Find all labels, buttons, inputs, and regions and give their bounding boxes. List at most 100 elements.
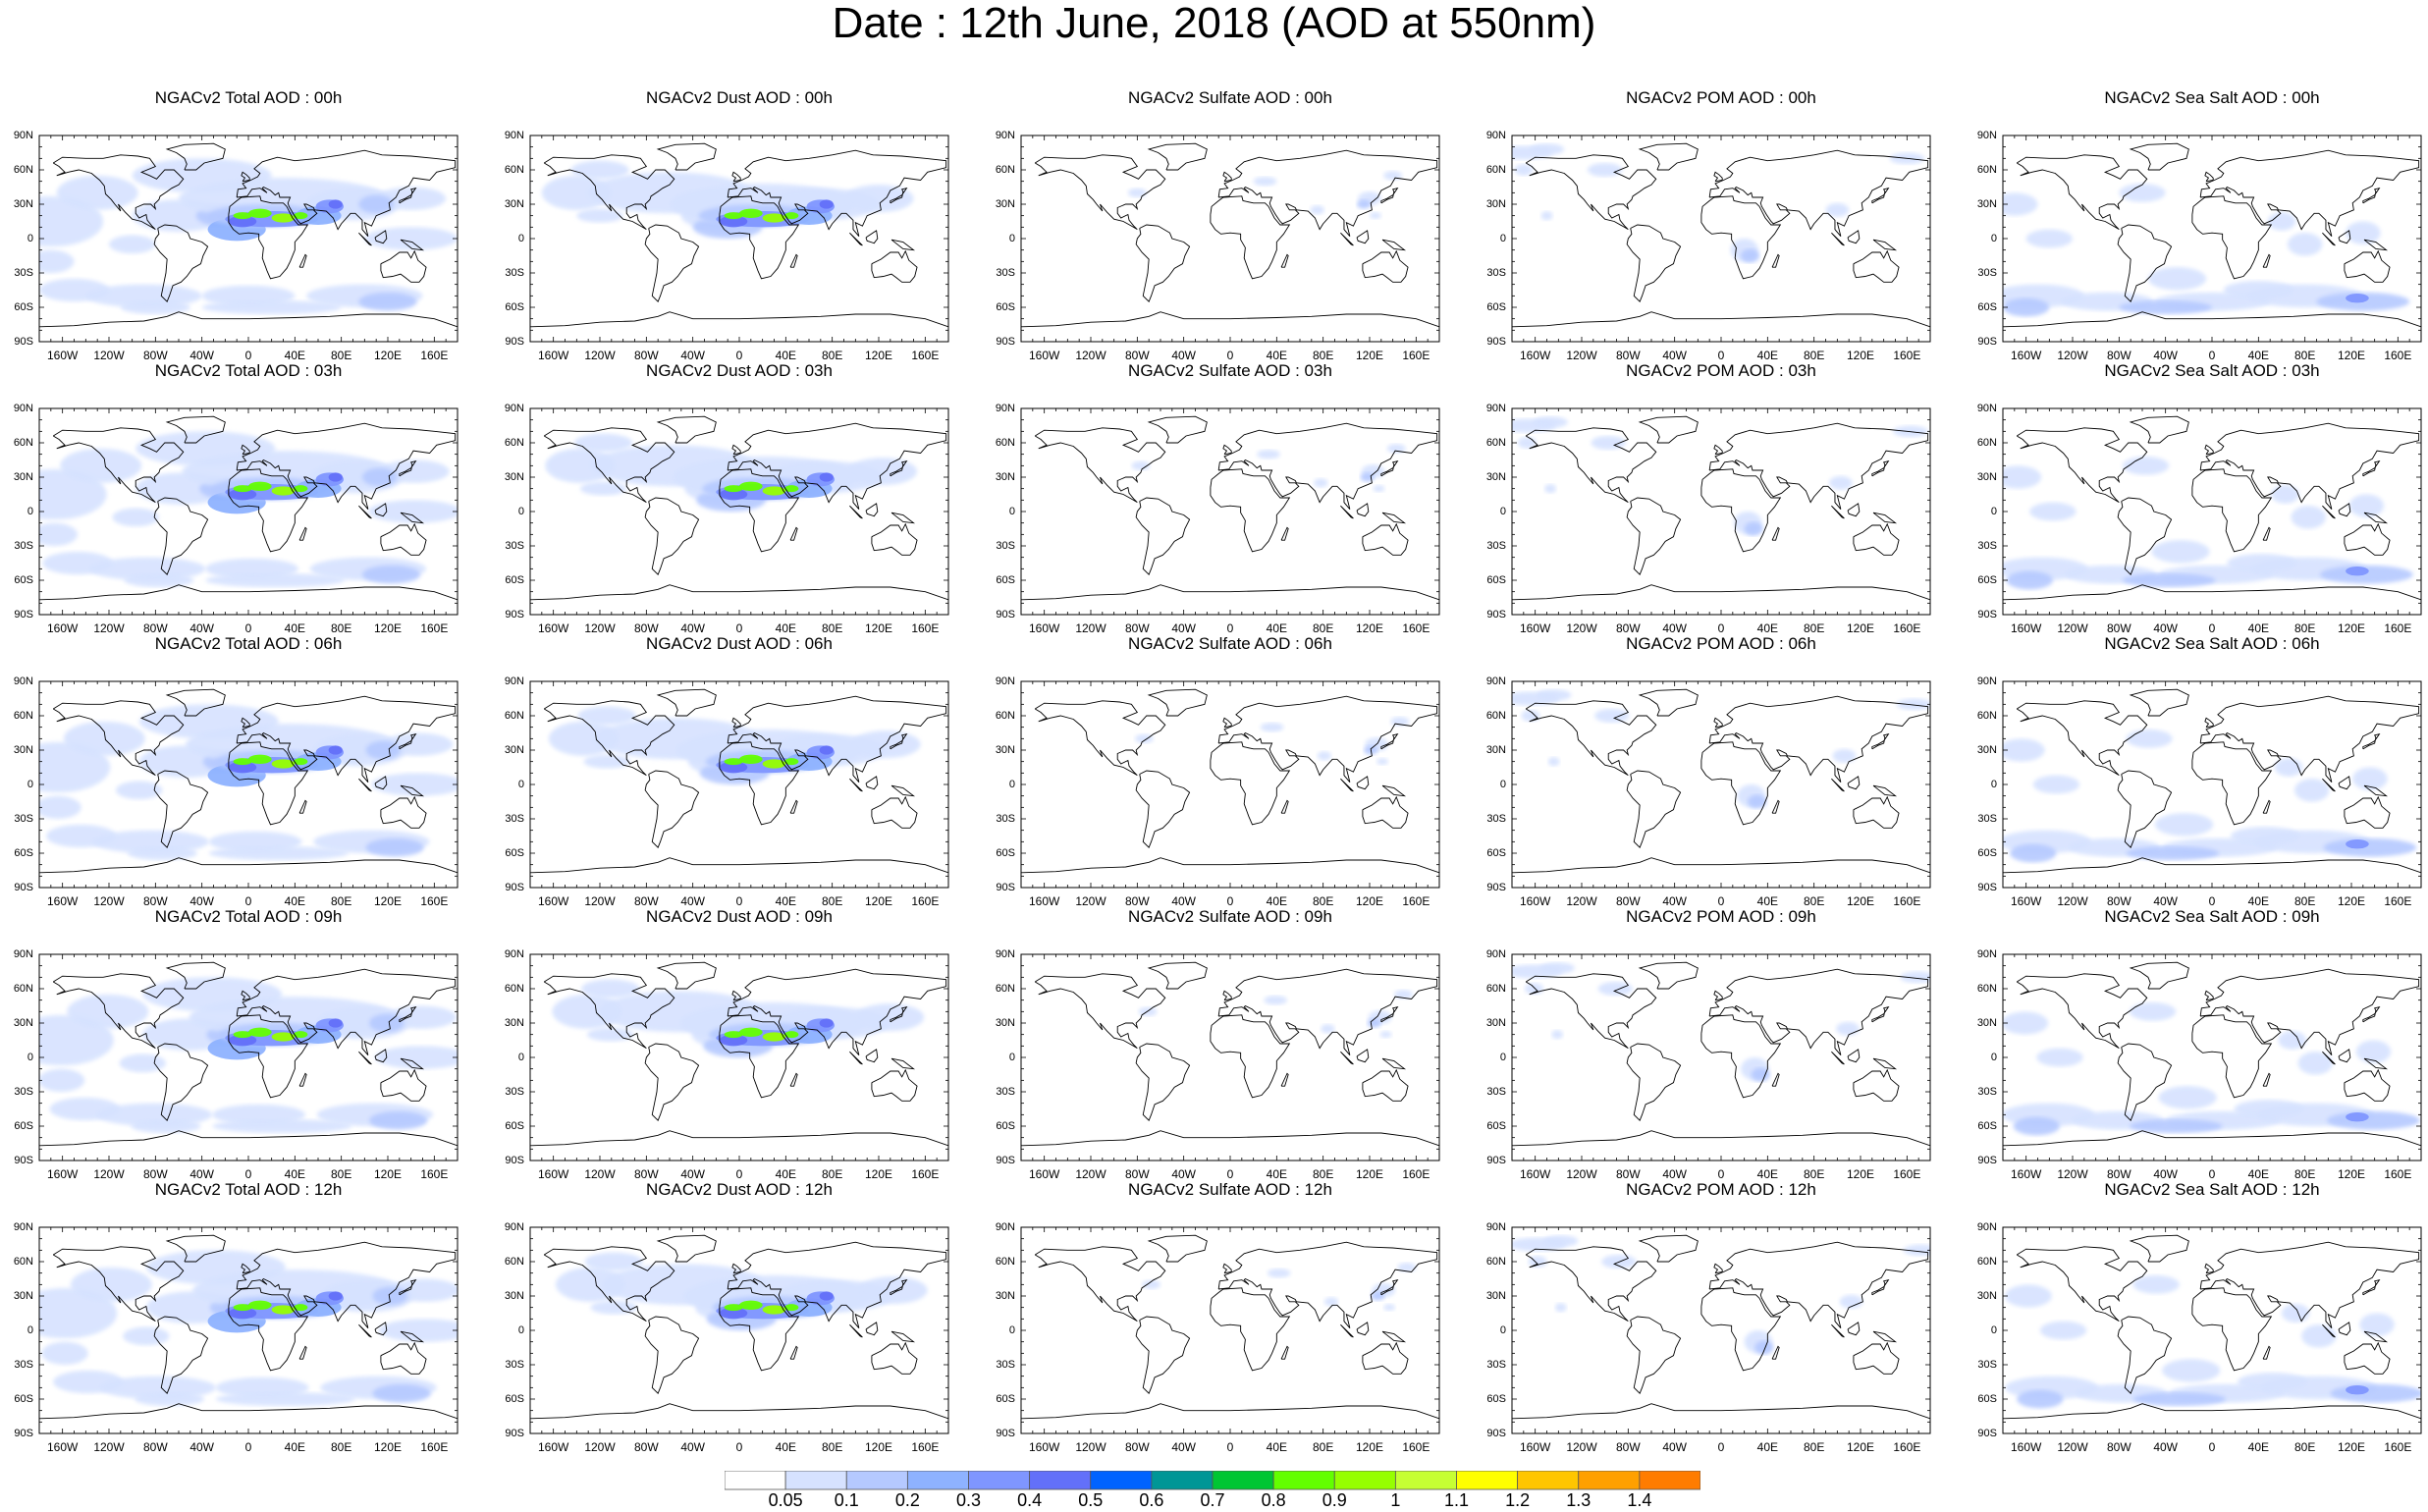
coastline (731, 171, 741, 183)
map-panel-pom-3: NGACv2 POM AOD : 09h 90N 60N 30N 0 30S 60S 90S 1… (1473, 907, 1964, 1181)
colorbar-level-label: 0.1 (834, 1490, 859, 1510)
coastline (2117, 1316, 2173, 1394)
coastline (1380, 187, 1399, 204)
lon-label: 0 (2208, 349, 2216, 362)
lat-label: 30N (13, 744, 33, 756)
coastline (1380, 1005, 1399, 1023)
coastline (1708, 695, 1929, 783)
aerosol-field (2223, 281, 2293, 299)
coastline (1280, 1345, 1289, 1360)
map-panel-seasalt-0: NGACv2 Sea Salt AOD : 00h 90N 60N 30N 0 30S 60… (1964, 88, 2428, 362)
lon-label: 40W (189, 349, 214, 362)
colorbar-swatch (1394, 1471, 1457, 1490)
colorbar-swatch (1517, 1471, 1580, 1490)
panel-title: NGACv2 Sea Salt AOD : 06h (2104, 634, 2320, 653)
coastline (1210, 1287, 1291, 1372)
lon-label: 80E (1803, 1440, 1825, 1454)
lat-label: 30S (505, 813, 524, 825)
lon-label: 80W (1124, 349, 1150, 362)
map-panel-seasalt-4: NGACv2 Sea Salt AOD : 12h 90N 60N 30N 0 30S 60… (1964, 1180, 2428, 1454)
lon-label: 0 (1226, 621, 1234, 635)
lat-label: 90N (1976, 1221, 1997, 1233)
aerosol-field (819, 472, 834, 482)
lon-label: 120W (1566, 349, 1597, 362)
coastline (2262, 1072, 2271, 1087)
lat-label: 30N (13, 471, 33, 483)
coastline (1340, 505, 1354, 519)
axis-ticks (38, 135, 459, 343)
coastline (1217, 149, 1438, 237)
world-map (529, 953, 949, 1161)
aerosol-field (248, 481, 272, 491)
aerosol-field (1542, 1235, 1579, 1247)
coastline (2016, 1246, 2148, 1323)
lon-label: 160E (420, 1167, 449, 1181)
coastline (1280, 253, 1289, 268)
coastline (1700, 741, 1782, 826)
aerosol-field (762, 1305, 786, 1315)
coastline (2003, 1403, 2421, 1420)
colorbar-swatch (1272, 1471, 1335, 1490)
lon-label: 40E (2247, 894, 2269, 908)
lon-label: 160E (420, 1440, 449, 1454)
lon-label: 40E (284, 894, 305, 908)
panel-title: NGACv2 Sea Salt AOD : 12h (2104, 1180, 2320, 1199)
aerosol-field (2238, 1373, 2308, 1391)
lon-label: 40W (1662, 1440, 1687, 1454)
coastline (1021, 1403, 1439, 1420)
aerosol-field (2346, 567, 2369, 576)
aerosol-field (719, 215, 748, 228)
lon-label: 160W (1519, 1440, 1551, 1454)
aerosol-field (2003, 192, 2038, 216)
lon-label: 120W (1566, 1440, 1597, 1454)
aerosol-field (215, 1392, 355, 1406)
aerosol-field (248, 1027, 272, 1037)
lon-label: 80W (142, 1167, 168, 1181)
lon-label: 40E (284, 1167, 305, 1181)
coastline (1381, 512, 1407, 524)
coastline (1700, 195, 1782, 280)
map-frame (1511, 407, 1931, 616)
aerosol-field (248, 754, 272, 764)
lat-label: 60S (14, 574, 33, 586)
map-frame (1020, 135, 1440, 343)
coastline (2262, 526, 2271, 541)
aerosol-field (228, 215, 257, 228)
lon-label: 80W (1615, 621, 1641, 635)
aerosol-field (584, 1252, 643, 1271)
colorbar-swatch (1456, 1471, 1519, 1490)
coastline (1362, 795, 1409, 829)
coastline (1831, 505, 1845, 519)
lon-label: 40W (189, 621, 214, 635)
axis-ticks (38, 680, 459, 889)
lat-label: 30S (996, 540, 1015, 552)
coastline (2199, 149, 2420, 237)
lon-label: 80E (2293, 349, 2316, 362)
coastline (871, 1068, 918, 1102)
map-panel-pom-1: NGACv2 POM AOD : 03h 90N 60N 30N 0 30S 60S 90S 1… (1473, 361, 1964, 635)
lat-label: 30N (995, 198, 1015, 210)
lon-label: 40E (2247, 621, 2269, 635)
aerosol-field (784, 212, 799, 220)
aerosol-field (228, 761, 257, 774)
lon-label: 160E (911, 894, 940, 908)
aerosol-field (1544, 484, 1556, 494)
lon-label: 160E (2384, 894, 2412, 908)
lat-label: 0 (1990, 506, 1997, 517)
world-map (529, 407, 949, 616)
lat-label: 30S (14, 1359, 33, 1371)
lat-label: 0 (517, 779, 524, 790)
coastline (2129, 142, 2189, 171)
colorbar-swatch (1639, 1471, 1700, 1490)
aerosol-field (577, 706, 636, 726)
coastline (1872, 1330, 1898, 1343)
coastline (644, 224, 700, 302)
coastline (1512, 857, 1930, 874)
aerosol-field (2010, 843, 2057, 863)
aerosol-field (228, 1307, 257, 1320)
coastline (1713, 1263, 1723, 1274)
coastline (165, 415, 226, 444)
lat-label: 60N (995, 437, 1015, 449)
coastline (719, 195, 800, 280)
aerosol-field (1900, 971, 1930, 984)
